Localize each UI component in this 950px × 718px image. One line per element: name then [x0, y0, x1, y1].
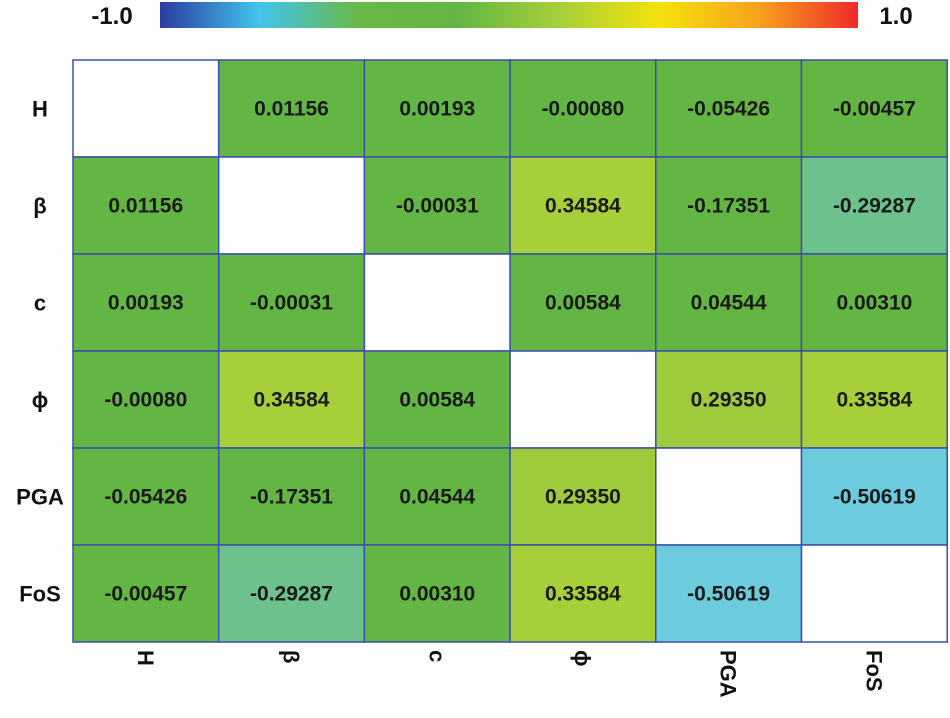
- heatmap-cell-3-0: [72, 350, 220, 449]
- cell-value-label: -0.00031: [250, 292, 333, 315]
- colorbar-gradient: [160, 2, 858, 28]
- heatmap-cell-3-1: [217, 350, 366, 449]
- heatmap-cell-1-0: [72, 156, 220, 255]
- cell-value-label: -0.00457: [833, 98, 916, 121]
- heatmap-cell-2-5: [800, 253, 948, 352]
- cell-value-label: 0.01156: [254, 98, 329, 121]
- cell-value-label: 0.00193: [399, 98, 475, 121]
- heatmap-cell-4-4: [655, 447, 803, 546]
- cell-value-label: 0.29350: [545, 486, 621, 509]
- heatmap-cell-3-2: [363, 350, 511, 449]
- cell-value-label: -0.00457: [104, 583, 187, 606]
- heatmap-cell-3-3: [509, 350, 657, 449]
- cell-value-label: -0.05426: [104, 486, 187, 509]
- heatmap-cell-2-4: [655, 253, 803, 352]
- heatmap-cell-0-5: [800, 59, 948, 158]
- cell-value-label: -0.17351: [250, 486, 333, 509]
- heatmap-cell-5-5: [800, 544, 948, 643]
- cell-value-label: 0.34584: [545, 195, 621, 218]
- cell-value-label: -0.50619: [687, 583, 770, 606]
- heatmap-cell-2-3: [509, 253, 657, 352]
- cell-value-label: 0.33584: [836, 389, 912, 412]
- cell-value-label: -0.29287: [833, 195, 916, 218]
- row-label-4: PGA: [16, 485, 64, 510]
- heatmap-cell-4-1: [217, 447, 366, 546]
- cell-value-label: 0.00310: [836, 292, 912, 315]
- cell-value-label: -0.29287: [250, 583, 333, 606]
- cell-value-label: 0.33584: [545, 583, 621, 606]
- cell-value-label: 0.29350: [691, 389, 767, 412]
- cell-value-label: 0.01156: [108, 195, 183, 218]
- heatmap-cell-5-2: [363, 544, 511, 643]
- col-label-0: H: [133, 650, 158, 666]
- row-label-3: ϕ: [32, 388, 49, 413]
- heatmap-cell-1-5: [800, 156, 948, 255]
- cell-value-label: -0.00080: [104, 389, 187, 412]
- cell-value-label: 0.00193: [108, 292, 184, 315]
- heatmap-cells: 0.01156 0.00193 -0.00080 -0.05426 -0.00457 0.…: [72, 59, 948, 643]
- heatmap-cell-1-3: [509, 156, 657, 255]
- cell-value-label: 0.34584: [254, 389, 330, 412]
- cell-value-label: -0.00031: [396, 195, 479, 218]
- cell-value-label: 0.04544: [399, 486, 475, 509]
- heatmap-cell-0-4: [655, 59, 803, 158]
- colorbar-max-label: 1.0: [879, 3, 912, 30]
- col-label-4: PGA: [716, 650, 741, 698]
- row-label-2: c: [34, 291, 46, 316]
- colorbar: -1.0 1.0: [91, 2, 913, 30]
- heatmap-cell-5-3: [509, 544, 657, 643]
- heatmap-cell-3-5: [800, 350, 948, 449]
- heatmap-cell-2-1: [217, 253, 366, 352]
- row-labels: Hβ c ϕ PGA FoS: [16, 97, 64, 607]
- heatmap-cell-5-1: [217, 544, 366, 643]
- cell-value-label: 0.00584: [545, 292, 621, 315]
- heatmap-cell-4-2: [363, 447, 511, 546]
- col-label-1: β: [279, 650, 304, 663]
- heatmap-cell-0-1: [217, 59, 366, 158]
- cell-value-label: 0.04544: [691, 292, 767, 315]
- col-label-2: c: [424, 650, 449, 662]
- colorbar-min-label: -1.0: [91, 3, 132, 30]
- cell-value-label: 0.00310: [399, 583, 475, 606]
- col-label-5: FoS: [861, 650, 886, 692]
- cell-value-label: 0.00584: [399, 389, 475, 412]
- cell-value-label: -0.05426: [687, 98, 770, 121]
- cell-value-label: -0.50619: [833, 486, 916, 509]
- row-label-5: FoS: [19, 582, 61, 607]
- heatmap-cell-0-2: [363, 59, 511, 158]
- heatmap-cell-1-1: [217, 156, 366, 255]
- cell-value-label: -0.00080: [541, 98, 624, 121]
- heatmap-cell-0-3: [509, 59, 657, 158]
- heatmap-cell-4-5: [800, 447, 948, 546]
- heatmap-cell-3-4: [655, 350, 803, 449]
- col-label-3: ϕ: [570, 650, 595, 667]
- heatmap-cell-0-0: [72, 59, 220, 158]
- row-label-1: β: [33, 194, 46, 219]
- heatmap-cell-2-2: [363, 253, 511, 352]
- heatmap-cell-4-0: [72, 447, 220, 546]
- cell-value-label: -0.17351: [687, 195, 770, 218]
- row-label-0: H: [32, 97, 48, 122]
